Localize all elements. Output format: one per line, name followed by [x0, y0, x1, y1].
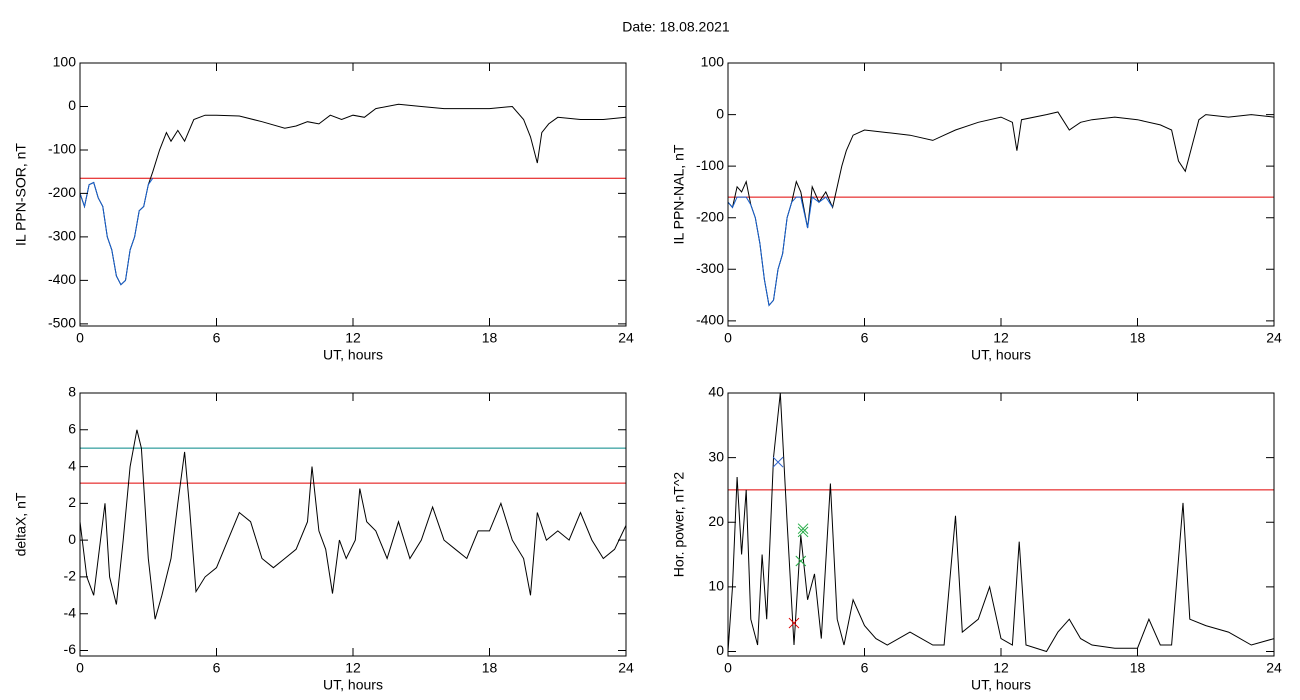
- x-tick-label: 12: [345, 330, 361, 346]
- y-tick-label: 6: [68, 420, 76, 436]
- marker: [788, 617, 800, 629]
- y-tick-label: -400: [48, 271, 76, 287]
- y-tick-label: -500: [48, 315, 76, 331]
- y-tick-label: -400: [696, 312, 724, 328]
- y-tick-label: 30: [708, 448, 724, 464]
- x-tick-label: 18: [482, 660, 498, 676]
- y-tick-label: 0: [68, 531, 76, 547]
- x-axis-label: UT, hours: [323, 347, 383, 363]
- y-tick-label: -200: [48, 184, 76, 200]
- y-tick-label: -2: [64, 568, 77, 584]
- y-tick-label: 8: [68, 384, 76, 400]
- x-tick-label: 6: [213, 660, 221, 676]
- data-line: [727, 111, 1275, 307]
- plot-frame: [727, 62, 1275, 327]
- y-tick-label: 10: [708, 578, 724, 594]
- y-axis-label: IL PPN-SOR, nT: [13, 143, 29, 246]
- x-tick-label: 0: [724, 330, 732, 346]
- data-line: [727, 392, 1275, 653]
- marker: [795, 555, 807, 567]
- data-line: [79, 103, 627, 286]
- plot-frame: [79, 62, 627, 327]
- x-tick-label: 12: [993, 660, 1009, 676]
- data-line: [79, 429, 627, 620]
- figure-title: Date: 18.08.2021: [622, 19, 730, 35]
- plot-frame: [79, 392, 627, 657]
- y-tick-label: -6: [64, 641, 77, 657]
- y-tick-label: 0: [716, 642, 724, 658]
- y-tick-label: 0: [716, 105, 724, 121]
- x-tick-label: 24: [618, 330, 634, 346]
- marker: [772, 456, 784, 468]
- x-axis-label: UT, hours: [971, 347, 1031, 363]
- marker: [797, 526, 809, 538]
- y-tick-label: -300: [696, 260, 724, 276]
- data-line: [727, 196, 834, 307]
- y-tick-label: 4: [68, 457, 76, 473]
- y-tick-label: -200: [696, 208, 724, 224]
- y-tick-label: 40: [708, 384, 724, 400]
- data-line: [79, 177, 154, 286]
- x-tick-label: 18: [1130, 330, 1146, 346]
- x-axis-label: UT, hours: [971, 677, 1031, 693]
- y-tick-label: 20: [708, 513, 724, 529]
- y-axis-label: IL PPN-NAL, nT: [671, 144, 687, 244]
- y-tick-label: 100: [701, 54, 725, 70]
- y-tick-label: -100: [48, 141, 76, 157]
- y-axis-label: deltaX, nT: [13, 492, 29, 556]
- x-tick-label: 12: [345, 660, 361, 676]
- plot-frame: [727, 392, 1275, 657]
- x-tick-label: 0: [724, 660, 732, 676]
- x-tick-label: 24: [618, 660, 634, 676]
- x-tick-label: 0: [76, 660, 84, 676]
- y-tick-label: 2: [68, 494, 76, 510]
- x-tick-label: 12: [993, 330, 1009, 346]
- y-tick-label: -4: [64, 604, 77, 620]
- y-tick-label: 0: [68, 97, 76, 113]
- x-tick-label: 18: [482, 330, 498, 346]
- y-axis-label: Hor. power, nT^2: [671, 472, 687, 578]
- x-axis-label: UT, hours: [323, 677, 383, 693]
- x-tick-label: 24: [1266, 330, 1282, 346]
- y-tick-label: 100: [53, 54, 77, 70]
- x-tick-label: 6: [861, 660, 869, 676]
- marker: [797, 523, 809, 535]
- x-tick-label: 6: [861, 330, 869, 346]
- x-tick-label: 0: [76, 330, 84, 346]
- y-tick-label: -300: [48, 228, 76, 244]
- y-tick-label: -100: [696, 157, 724, 173]
- x-tick-label: 24: [1266, 660, 1282, 676]
- x-tick-label: 18: [1130, 660, 1146, 676]
- x-tick-label: 6: [213, 330, 221, 346]
